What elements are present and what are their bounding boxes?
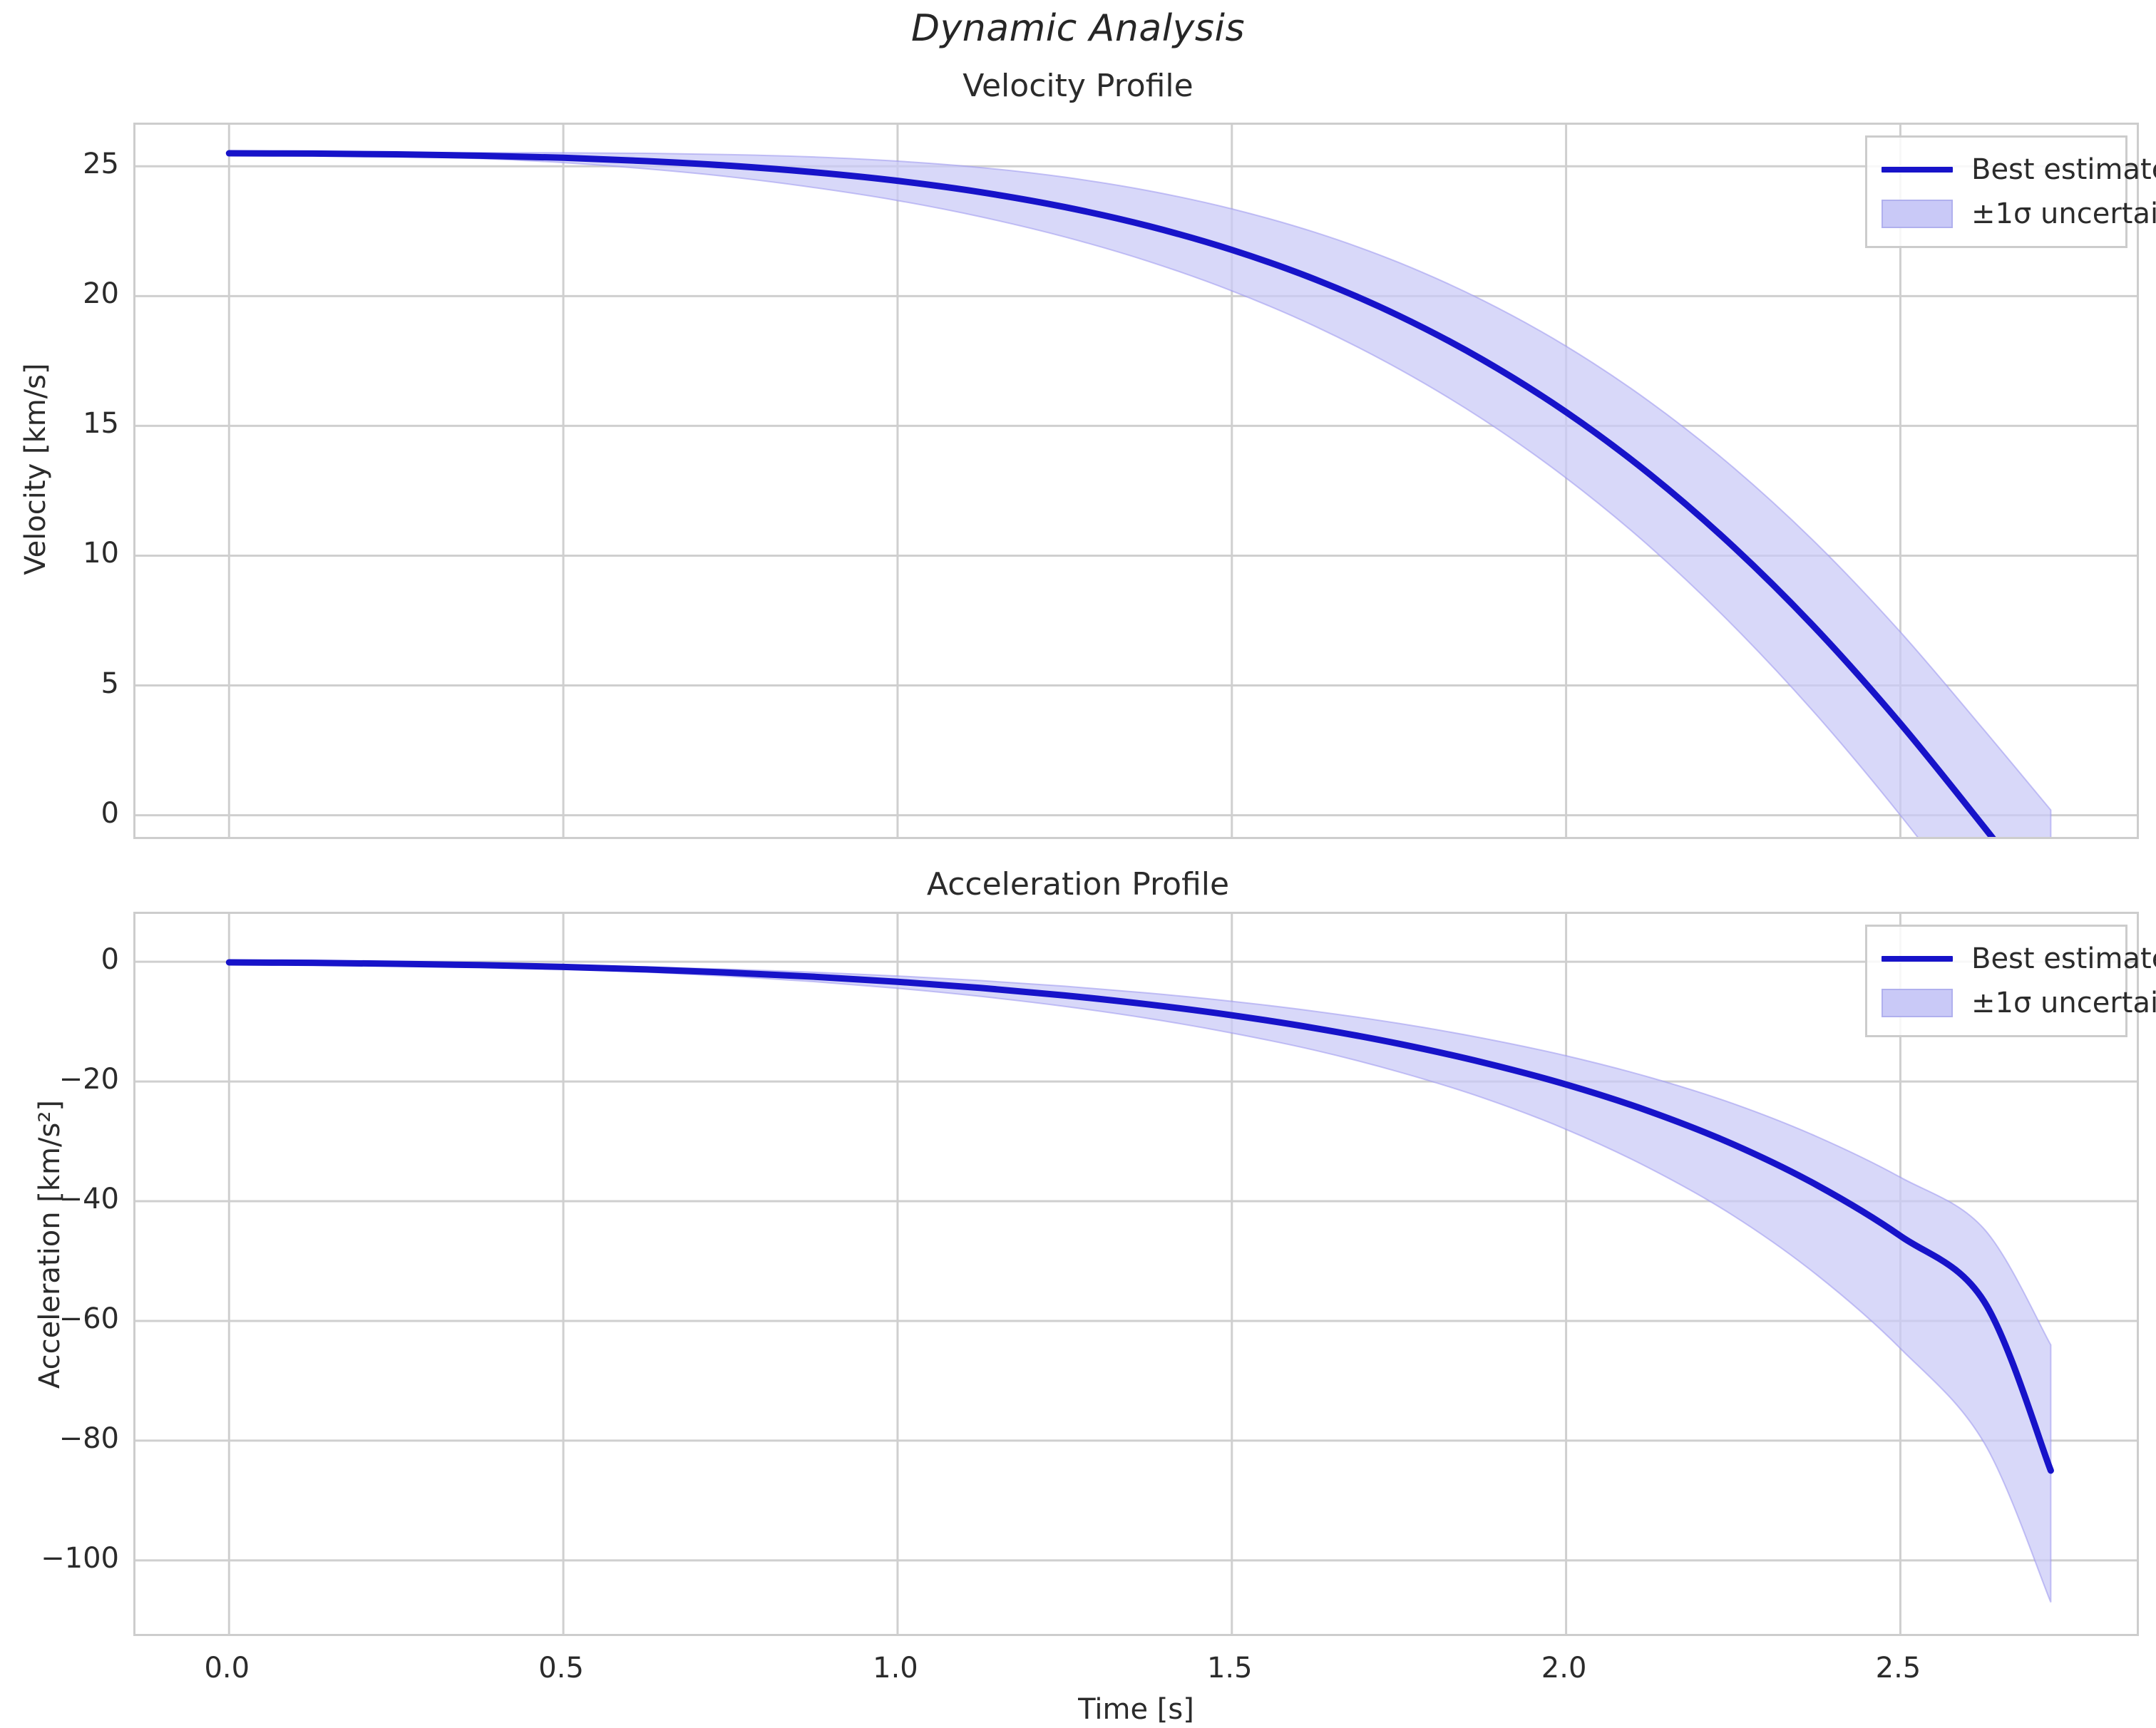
legend-row-uncertainty: ±1σ uncertainty (1879, 981, 2156, 1025)
velocity-uncertainty-band (228, 152, 2052, 837)
velocity-chart-svg (135, 125, 2137, 837)
velocity-plot-clip (135, 125, 2137, 837)
legend-label-uncertainty: ±1σ uncertainty (1971, 197, 2156, 230)
legend-band-swatch (1879, 197, 1956, 230)
velocity-plot-area (133, 123, 2139, 839)
acceleration-panel: Acceleration Profile Acceleration [km/s²… (0, 866, 2156, 1728)
x-tick-label: 2.5 (1875, 1652, 1921, 1685)
y-tick-label: 0 (101, 943, 119, 977)
acceleration-plot-area (133, 912, 2139, 1636)
legend-label-best-estimate: Best estimate (1971, 153, 2156, 186)
velocity-axes-title: Velocity Profile (962, 68, 1194, 104)
legend-row-best-estimate: Best estimate (1879, 148, 2156, 192)
legend-row-uncertainty: ±1σ uncertainty (1879, 192, 2156, 236)
x-tick-label: 0.5 (538, 1652, 584, 1685)
y-tick-label: −40 (58, 1183, 119, 1216)
y-tick-label: 25 (83, 148, 119, 181)
y-tick-label: 15 (83, 407, 119, 441)
x-tick-label: 2.0 (1541, 1652, 1587, 1685)
legend-row-best-estimate: Best estimate (1879, 937, 2156, 981)
acceleration-chart-svg (135, 914, 2137, 1634)
acceleration-legend: Best estimate ±1σ uncertainty (1865, 925, 2156, 1037)
velocity-best-estimate-line (225, 150, 1996, 837)
legend-band-swatch (1879, 987, 1956, 1019)
y-tick-label: 0 (101, 796, 119, 830)
y-tick-label: −20 (58, 1063, 119, 1096)
legend-line-swatch (1879, 942, 1956, 975)
legend-line-swatch (1879, 153, 1956, 186)
y-tick-label: −100 (41, 1541, 119, 1575)
velocity-legend: Best estimate ±1σ uncertainty (1865, 135, 2156, 248)
legend-label-best-estimate: Best estimate (1971, 942, 2156, 975)
acceleration-y-axis-label: Acceleration [km/s²] (34, 1100, 66, 1389)
acceleration-plot-clip (135, 914, 2137, 1634)
x-tick-label: 1.0 (873, 1652, 918, 1685)
acceleration-x-axis-label: Time [s] (1078, 1693, 1194, 1726)
x-tick-label: 0.0 (204, 1652, 250, 1685)
acceleration-axes-title: Acceleration Profile (926, 866, 1230, 902)
acceleration-uncertainty-band (228, 961, 2052, 1603)
y-tick-label: 20 (83, 277, 119, 311)
figure-suptitle: Dynamic Analysis (910, 7, 1246, 50)
y-tick-label: 5 (101, 667, 119, 700)
y-tick-label: −80 (58, 1421, 119, 1455)
y-tick-label: −60 (58, 1302, 119, 1335)
velocity-panel: Velocity Profile Velocity [km/s] 0 5 10 15 2… (0, 68, 2156, 866)
legend-label-uncertainty: ±1σ uncertainty (1971, 987, 2156, 1019)
acceleration-best-estimate-line (225, 959, 2054, 1474)
x-tick-label: 1.5 (1206, 1652, 1253, 1685)
y-tick-label: 10 (83, 537, 119, 570)
